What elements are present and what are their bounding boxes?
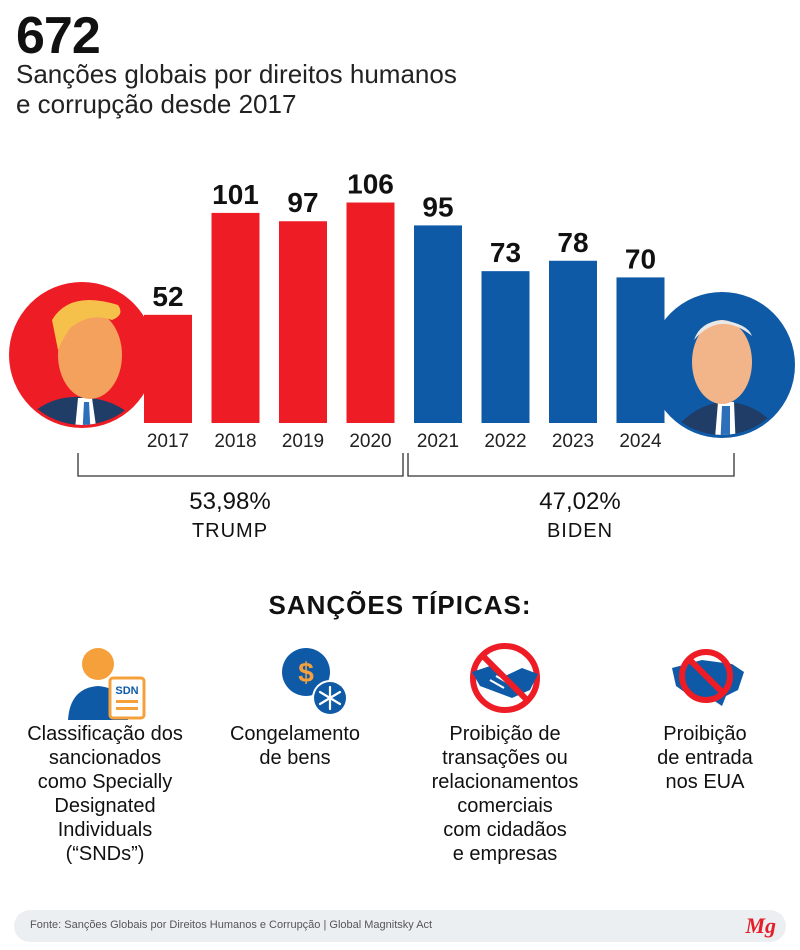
year-label-2020: 2020	[349, 431, 391, 452]
person-sdn-icon: SDN	[68, 648, 146, 720]
dollar-glyph: $	[298, 657, 314, 688]
value-label-2024: 70	[625, 243, 656, 274]
year-labels: 2017 2018 2019 2020 2021 2022 2023 2024	[147, 431, 662, 452]
bar-2024	[616, 277, 665, 423]
sanction-text-2: Congelamento de bens	[229, 723, 361, 769]
bar-2018	[211, 212, 260, 423]
biden-portrait	[649, 292, 795, 438]
value-label-2018: 101	[212, 179, 259, 210]
group-brackets	[77, 453, 735, 477]
value-label-2022: 73	[490, 237, 521, 268]
year-label-2021: 2021	[417, 431, 459, 452]
subtitle-line-2: e corrupção desde 2017	[16, 89, 297, 119]
no-entry-usa-icon	[672, 649, 744, 706]
subtitle-line-1: Sanções globais por direitos humanos	[16, 59, 457, 89]
trump-bracket	[77, 453, 404, 477]
biden-bracket	[407, 453, 735, 477]
footer-bar: Fonte: Sanções Globais por Direitos Huma…	[14, 910, 786, 942]
bar-2019	[279, 221, 327, 423]
year-label-2017: 2017	[147, 431, 189, 452]
bar-2023	[549, 260, 597, 423]
trump-portrait	[9, 282, 155, 428]
bar-2021	[414, 225, 462, 423]
value-label-2019: 97	[287, 187, 318, 218]
footer-source: Fonte: Sanções Globais por Direitos Huma…	[30, 919, 433, 931]
year-label-2022: 2022	[484, 431, 526, 452]
bars-group	[144, 202, 665, 423]
frozen-dollar-icon: $	[282, 648, 348, 716]
value-label-2020: 106	[347, 169, 394, 200]
sdn-badge: SDN	[115, 685, 138, 697]
no-handshake-icon	[470, 643, 540, 713]
sanctions-title: SANÇÕES TÍPICAS:	[268, 590, 532, 620]
year-label-2018: 2018	[214, 431, 256, 452]
brand-logo: Mg	[745, 913, 776, 938]
year-label-2023: 2023	[552, 431, 594, 452]
sanction-text-3: Proibição de transações ou relacionament…	[431, 723, 579, 865]
value-label-2023: 78	[557, 227, 588, 258]
biden-share: 47,02%	[539, 488, 621, 515]
biden-label: BIDEN	[546, 520, 614, 542]
sanction-text-4: Proibição de entrada nos EUA	[657, 723, 753, 793]
value-label-2017: 52	[152, 281, 183, 312]
year-label-2024: 2024	[619, 431, 662, 452]
trump-share: 53,98%	[189, 488, 271, 515]
bar-2022	[481, 271, 530, 423]
value-label-2021: 95	[422, 191, 453, 222]
bar-2017	[144, 314, 192, 423]
total-sanctions: 672	[16, 7, 101, 65]
trump-label: TRUMP	[191, 520, 269, 542]
year-label-2019: 2019	[282, 431, 324, 452]
sanction-text-1: Classificação dos sancionados como Speci…	[27, 723, 183, 865]
bar-2020	[346, 202, 395, 423]
value-labels: 52 101 97 106 95 73 78 70	[152, 169, 656, 312]
